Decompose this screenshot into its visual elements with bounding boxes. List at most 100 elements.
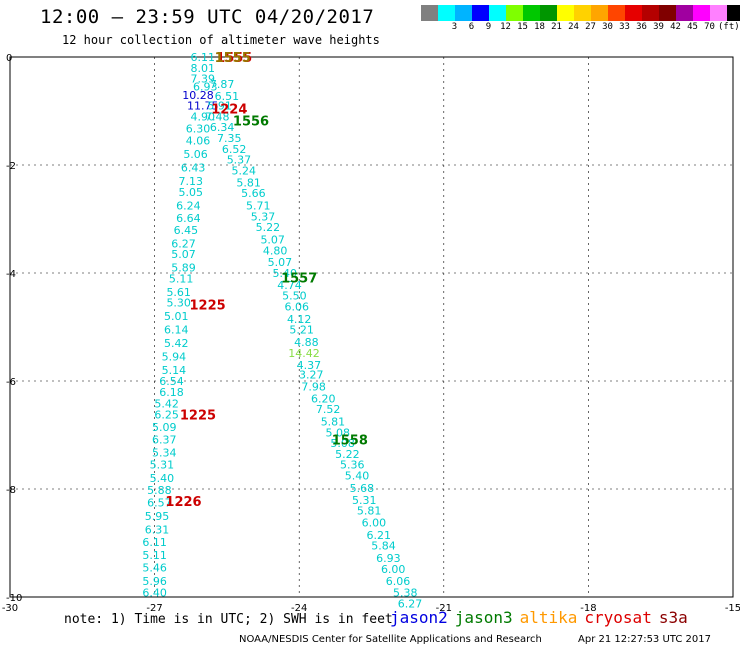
wave-height-value: 6.18 bbox=[159, 386, 184, 399]
pass-time-label: 1225 bbox=[190, 298, 226, 313]
color-swatch bbox=[540, 5, 557, 21]
color-swatch bbox=[574, 5, 591, 21]
wave-height-value: 6.21 bbox=[366, 529, 391, 542]
satellite-legend-item: altika bbox=[519, 608, 578, 627]
wave-height-value: 5.42 bbox=[164, 337, 189, 350]
color-scale-label: 42 bbox=[670, 22, 681, 32]
footer-timestamp: Apr 21 12:27:53 UTC 2017 bbox=[578, 634, 711, 645]
wave-height-value: 5.94 bbox=[162, 351, 187, 364]
wave-height-value: 5.11 bbox=[142, 549, 167, 562]
wave-height-value: 6.11 bbox=[142, 536, 167, 549]
wave-height-value: 4.06 bbox=[186, 135, 211, 148]
wave-height-value: 7.98 bbox=[301, 380, 326, 393]
color-scale-label: 9 bbox=[485, 22, 492, 32]
color-scale-label: 45 bbox=[687, 22, 698, 32]
wave-height-value: 7.35 bbox=[217, 132, 242, 145]
color-scale-label: 3 bbox=[451, 22, 458, 32]
wave-height-value: 5.81 bbox=[357, 505, 382, 518]
x-tick-label: -21 bbox=[436, 603, 452, 614]
y-tick-label: -8 bbox=[6, 485, 16, 496]
wave-height-value: 5.66 bbox=[241, 187, 266, 200]
wave-height-value: 7.13 bbox=[179, 175, 204, 188]
wave-height-value: 5.40 bbox=[150, 472, 175, 485]
satellite-legend-item: jason3 bbox=[454, 608, 513, 627]
color-swatch bbox=[591, 5, 608, 21]
wave-height-value: 4.12 bbox=[287, 313, 312, 326]
color-swatch bbox=[489, 5, 506, 21]
wave-height-value: 6.34 bbox=[210, 121, 235, 134]
wave-height-value: 5.61 bbox=[166, 286, 191, 299]
satellite-legend-item: s3a bbox=[658, 608, 688, 627]
wave-height-value: 5.36 bbox=[340, 459, 365, 472]
pass-time-label: 1558 bbox=[332, 433, 368, 448]
footer-note: note: 1) Time is in UTC; 2) SWH is in fe… bbox=[64, 612, 393, 627]
wave-height-value: 5.06 bbox=[183, 148, 208, 161]
wave-height-value: 5.11 bbox=[169, 272, 194, 285]
color-swatch bbox=[642, 5, 659, 21]
wave-height-value: 5.34 bbox=[152, 446, 177, 459]
color-swatch bbox=[659, 5, 676, 21]
wave-height-value: 5.71 bbox=[246, 200, 271, 213]
color-swatch bbox=[727, 5, 740, 21]
wave-height-value: 5.50 bbox=[282, 290, 307, 303]
wave-height-value: 5.08 bbox=[330, 437, 355, 450]
wave-height-value: 5.81 bbox=[321, 416, 346, 429]
wave-height-value: 11.75 bbox=[187, 100, 219, 113]
wave-height-value: 6.93 bbox=[376, 552, 401, 565]
wave-height-value: 5.01 bbox=[164, 310, 189, 323]
wave-height-value: 6.25 bbox=[154, 408, 179, 421]
color-swatch bbox=[523, 5, 540, 21]
wave-height-value: 5.84 bbox=[371, 540, 396, 553]
wave-height-value: 8.01 bbox=[191, 62, 216, 75]
wave-height-value: 6.37 bbox=[152, 433, 177, 446]
wave-height-value: 6.27 bbox=[171, 237, 196, 250]
wave-height-value: 5.91 bbox=[207, 100, 232, 113]
wave-height-value: 5.37 bbox=[227, 154, 252, 167]
wave-height-value: 5.07 bbox=[260, 234, 285, 247]
pass-time-label: 1557 bbox=[281, 271, 317, 286]
y-tick-label: -4 bbox=[6, 269, 16, 280]
wave-height-value: 14.42 bbox=[288, 347, 320, 360]
pass-time-label: 1225 bbox=[180, 408, 216, 423]
wave-height-value: 6.20 bbox=[311, 392, 336, 405]
y-tick-label: -6 bbox=[6, 377, 16, 388]
wave-height-value: 6.11 bbox=[191, 51, 216, 64]
wave-height-value: 5.21 bbox=[289, 324, 314, 337]
wave-height-value: 6.00 bbox=[381, 563, 406, 576]
wave-height-value: 6.64 bbox=[176, 212, 201, 225]
satellite-legend-item: jason2 bbox=[390, 608, 448, 627]
color-swatch bbox=[455, 5, 472, 21]
color-scale-bar bbox=[421, 5, 740, 21]
wave-height-value: 7.52 bbox=[316, 403, 341, 416]
satellite-legend: jason2 jason3 altika cryosat s3a bbox=[390, 608, 695, 627]
pass-time-label: 1555 bbox=[216, 51, 252, 66]
color-scale-label: 6 bbox=[468, 22, 475, 32]
color-scale-label: 24 bbox=[568, 22, 579, 32]
color-scale-label: 12 bbox=[500, 22, 511, 32]
x-tick-label: -18 bbox=[580, 603, 596, 614]
chart-grid bbox=[9, 56, 734, 598]
x-tick-label: -15 bbox=[725, 603, 740, 614]
color-scale-labels: 3 6 9 12 15 18 21 24 27 30 33 36 39 42 45 70 (ft) bbox=[421, 22, 740, 34]
wave-height-value: 5.89 bbox=[171, 262, 196, 275]
wave-height-value: 4.74 bbox=[277, 279, 302, 292]
x-tick-label: -27 bbox=[146, 603, 162, 614]
wave-height-value: 6.06 bbox=[386, 575, 411, 588]
wave-height-value: 6.54 bbox=[159, 375, 184, 388]
wave-height-value: 5.08 bbox=[326, 426, 351, 439]
wave-height-value: 5.68 bbox=[350, 482, 375, 495]
wave-height-value: 6.52 bbox=[222, 143, 247, 156]
wave-height-value: 6.57 bbox=[147, 497, 172, 510]
wave-height-value: 7.39 bbox=[191, 73, 216, 86]
wave-height-value: 6.45 bbox=[174, 224, 199, 237]
wave-height-value: 6.27 bbox=[398, 597, 423, 610]
color-swatch bbox=[625, 5, 642, 21]
color-swatch bbox=[608, 5, 625, 21]
wave-height-value: 6.51 bbox=[215, 90, 240, 103]
wave-height-value: 7.48 bbox=[205, 110, 230, 123]
color-swatch bbox=[693, 5, 710, 21]
wave-height-value: 5.31 bbox=[352, 494, 377, 507]
x-tick-label: -24 bbox=[291, 603, 307, 614]
